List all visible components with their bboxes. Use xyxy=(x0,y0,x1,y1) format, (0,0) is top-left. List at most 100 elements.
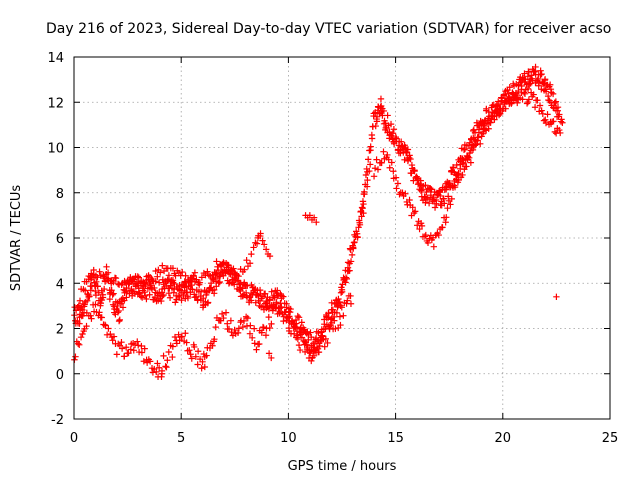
data-point xyxy=(421,233,429,240)
data-point xyxy=(337,321,344,329)
data-point xyxy=(266,324,273,332)
data-point xyxy=(336,298,343,306)
data-point xyxy=(138,342,145,350)
data-point xyxy=(411,208,419,215)
data-point xyxy=(373,156,380,163)
data-point xyxy=(356,221,364,228)
data-point xyxy=(193,276,200,283)
data-point xyxy=(475,134,482,141)
data-point xyxy=(405,154,413,162)
data-point xyxy=(475,126,483,133)
data-point xyxy=(132,283,140,290)
data-point xyxy=(171,333,179,341)
y-tick-labels: -2 0 2 4 6 8 10 12 14 xyxy=(47,51,64,428)
data-point xyxy=(432,196,440,204)
data-point xyxy=(362,171,370,179)
x-tick-labels: 0 5 10 15 20 25 xyxy=(70,431,618,446)
data-point xyxy=(209,342,216,349)
data-point xyxy=(246,330,254,337)
data-point xyxy=(260,241,268,248)
data-point xyxy=(140,358,148,365)
data-point xyxy=(283,313,290,321)
data-point xyxy=(296,346,304,354)
data-point xyxy=(258,329,265,336)
data-point xyxy=(134,338,141,345)
data-point xyxy=(98,314,105,321)
data-point xyxy=(204,299,212,306)
y-tick-label: 10 xyxy=(47,142,64,157)
data-point xyxy=(404,146,412,153)
data-point xyxy=(542,116,549,123)
data-point xyxy=(235,272,242,280)
data-point xyxy=(377,95,385,103)
data-point xyxy=(556,111,563,118)
data-point xyxy=(444,193,452,200)
data-point xyxy=(272,304,279,311)
data-point xyxy=(392,174,400,181)
y-tick-label: 6 xyxy=(56,232,64,247)
data-point xyxy=(290,330,298,338)
data-point xyxy=(542,119,550,127)
data-point xyxy=(230,265,237,272)
data-point xyxy=(253,346,260,353)
data-point xyxy=(157,269,164,276)
data-point xyxy=(176,286,183,293)
data-point xyxy=(525,96,533,103)
data-point xyxy=(166,294,174,301)
data-point xyxy=(163,364,170,371)
data-point xyxy=(268,320,275,328)
data-point xyxy=(559,119,566,126)
data-point xyxy=(326,324,333,332)
y-tick-label: 0 xyxy=(56,368,64,383)
data-point xyxy=(164,357,171,364)
data-point xyxy=(351,238,358,246)
data-point xyxy=(367,143,374,150)
data-point xyxy=(467,159,475,166)
x-tick-label: 0 xyxy=(70,431,78,446)
data-point xyxy=(549,90,557,98)
data-point xyxy=(74,340,82,347)
y-tick-label: 14 xyxy=(47,51,64,66)
data-point xyxy=(411,167,418,174)
data-point xyxy=(201,363,208,371)
data-point xyxy=(371,165,379,172)
data-point xyxy=(407,155,414,163)
data-point xyxy=(399,189,406,196)
data-point xyxy=(256,340,263,348)
data-point xyxy=(422,182,429,189)
data-point xyxy=(240,317,248,325)
data-point xyxy=(340,312,347,319)
data-point xyxy=(350,245,357,252)
data-point xyxy=(248,250,255,258)
data-point xyxy=(336,313,344,320)
data-point xyxy=(146,358,154,365)
data-point xyxy=(237,280,244,287)
data-point xyxy=(121,277,128,285)
data-point xyxy=(194,361,201,368)
data-point xyxy=(390,168,397,175)
data-point xyxy=(448,195,455,203)
data-point xyxy=(485,125,492,132)
data-point xyxy=(80,286,87,293)
data-point xyxy=(220,314,227,322)
data-point xyxy=(551,128,559,136)
data-point xyxy=(524,85,532,93)
data-point xyxy=(331,317,338,324)
data-point xyxy=(442,219,449,226)
data-point xyxy=(338,288,346,296)
data-point xyxy=(187,351,194,358)
data-point xyxy=(487,119,494,126)
data-point xyxy=(532,63,539,71)
data-point xyxy=(109,337,116,344)
data-point xyxy=(430,243,438,250)
data-point xyxy=(295,341,303,349)
data-point xyxy=(366,167,373,175)
data-point xyxy=(435,231,442,239)
data-point xyxy=(234,329,242,337)
data-point xyxy=(450,164,457,172)
data-point xyxy=(146,291,153,298)
data-point xyxy=(189,286,196,293)
data-point xyxy=(423,194,431,202)
data-point xyxy=(83,322,90,330)
chart-title: Day 216 of 2023, Sidereal Day-to-day VTE… xyxy=(46,21,611,37)
